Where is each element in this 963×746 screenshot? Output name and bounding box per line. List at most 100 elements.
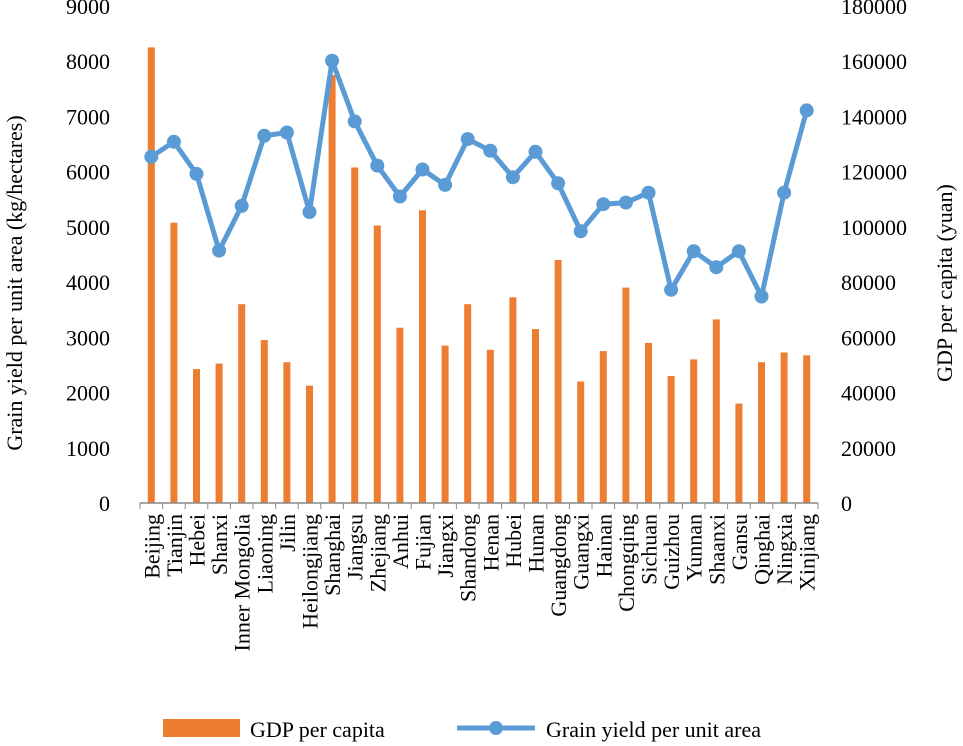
point-grain-yield-12 bbox=[415, 162, 430, 177]
bar-gdp-27 bbox=[758, 362, 765, 503]
bar-gdp-25 bbox=[712, 319, 720, 503]
bar-gdp-14 bbox=[464, 304, 472, 503]
category-label: Shandong bbox=[456, 514, 481, 602]
point-grain-yield-1 bbox=[166, 134, 181, 149]
category-label: Jiangsu bbox=[343, 514, 368, 580]
bar-gdp-29 bbox=[803, 355, 811, 503]
category-label: Inner Mongolia bbox=[230, 514, 255, 652]
bar-gdp-6 bbox=[283, 362, 291, 503]
grain-yield-line bbox=[144, 53, 814, 304]
point-grain-yield-22 bbox=[641, 185, 656, 200]
left-tick-label: 7000 bbox=[66, 104, 110, 129]
gdp-bars bbox=[147, 47, 811, 504]
bar-gdp-2 bbox=[193, 369, 200, 503]
point-grain-yield-21 bbox=[618, 195, 633, 210]
category-label: Guangdong bbox=[546, 514, 571, 617]
category-label: Shaanxi bbox=[704, 514, 729, 585]
category-label: Heilongjiang bbox=[298, 514, 323, 629]
point-grain-yield-2 bbox=[189, 166, 204, 181]
left-tick-label: 9000 bbox=[66, 0, 110, 19]
left-tick-label: 8000 bbox=[66, 49, 110, 74]
right-tick-label: 60000 bbox=[841, 325, 896, 350]
left-tick-label: 6000 bbox=[66, 160, 110, 185]
bar-gdp-7 bbox=[306, 385, 313, 503]
point-grain-yield-6 bbox=[279, 125, 294, 140]
category-label: Beijing bbox=[139, 514, 164, 579]
right-tick-label: 20000 bbox=[841, 436, 896, 461]
point-grain-yield-23 bbox=[664, 282, 679, 297]
category-label: Jilin bbox=[275, 514, 300, 552]
bar-gdp-15 bbox=[486, 349, 494, 503]
category-label: Anhui bbox=[388, 514, 413, 569]
bar-gdp-26 bbox=[735, 403, 743, 503]
point-grain-yield-26 bbox=[731, 244, 746, 259]
category-label: Jiangxi bbox=[433, 514, 458, 578]
right-tick-label: 120000 bbox=[841, 160, 907, 185]
bar-gdp-13 bbox=[441, 345, 449, 503]
bar-gdp-19 bbox=[577, 381, 585, 503]
bar-gdp-17 bbox=[532, 329, 539, 503]
category-label: Ningxia bbox=[772, 514, 797, 585]
right-tick-label: 100000 bbox=[841, 215, 907, 240]
right-tick-label: 140000 bbox=[841, 104, 907, 129]
bar-gdp-22 bbox=[645, 342, 652, 503]
category-label: Sichuan bbox=[637, 514, 662, 585]
point-grain-yield-15 bbox=[483, 143, 498, 158]
point-grain-yield-3 bbox=[212, 243, 227, 258]
category-label: Fujian bbox=[411, 514, 436, 570]
point-grain-yield-7 bbox=[302, 205, 317, 219]
bar-gdp-1 bbox=[170, 222, 178, 503]
point-grain-yield-17 bbox=[528, 144, 543, 159]
point-grain-yield-8 bbox=[325, 53, 340, 68]
bar-gdp-8 bbox=[328, 75, 336, 503]
point-grain-yield-4 bbox=[234, 198, 249, 213]
category-label: Qinghai bbox=[750, 514, 775, 585]
point-grain-yield-5 bbox=[257, 128, 272, 143]
point-grain-yield-28 bbox=[777, 185, 792, 200]
category-label: Tianjin bbox=[162, 514, 187, 577]
category-label: Shanxi bbox=[207, 514, 232, 575]
point-grain-yield-11 bbox=[392, 189, 407, 204]
category-label: Hubei bbox=[501, 514, 526, 568]
category-label: Gansu bbox=[727, 514, 752, 570]
point-grain-yield-27 bbox=[754, 289, 769, 304]
left-tick-label: 5000 bbox=[66, 215, 110, 240]
right-axis-ticks: 0 20000 40000 60000 80000 100000 120000 140000 1… bbox=[841, 0, 907, 516]
point-grain-yield-0 bbox=[144, 149, 159, 164]
category-label: Hunan bbox=[524, 514, 549, 573]
bar-gdp-4 bbox=[238, 304, 246, 503]
category-label: Hainan bbox=[591, 514, 616, 578]
bar-gdp-16 bbox=[509, 297, 517, 503]
point-grain-yield-25 bbox=[709, 260, 724, 275]
legend-swatch-gdp bbox=[163, 719, 240, 737]
category-label: Chongqing bbox=[614, 514, 639, 612]
bar-gdp-10 bbox=[373, 225, 381, 503]
left-axis-ticks: 0 1000 2000 3000 4000 5000 6000 7000 8000 9000 bbox=[66, 0, 110, 516]
point-grain-yield-20 bbox=[596, 197, 611, 212]
right-tick-label: 40000 bbox=[841, 381, 896, 406]
category-label: Xinjiang bbox=[795, 514, 820, 591]
legend-label-gdp: GDP per capita bbox=[250, 717, 385, 742]
category-label: Guangxi bbox=[569, 514, 594, 590]
point-grain-yield-19 bbox=[573, 224, 588, 239]
left-tick-label: 4000 bbox=[66, 270, 110, 295]
point-grain-yield-29 bbox=[799, 103, 814, 118]
bar-gdp-23 bbox=[667, 376, 675, 503]
point-grain-yield-16 bbox=[505, 170, 520, 185]
series-line-grain-yield bbox=[149, 58, 810, 299]
bar-gdp-5 bbox=[260, 340, 268, 503]
category-label: Hebei bbox=[185, 514, 210, 567]
bar-gdp-18 bbox=[554, 260, 562, 503]
right-tick-label: 0 bbox=[841, 491, 852, 516]
category-label: Yunnan bbox=[682, 514, 707, 581]
category-label: Shanghai bbox=[320, 514, 345, 596]
point-grain-yield-18 bbox=[551, 176, 566, 191]
left-tick-label: 1000 bbox=[66, 436, 110, 461]
category-label: Guizhou bbox=[659, 514, 684, 590]
left-tick-label: 2000 bbox=[66, 381, 110, 406]
left-tick-label: 3000 bbox=[66, 325, 110, 350]
left-tick-label: 0 bbox=[99, 491, 110, 516]
point-grain-yield-10 bbox=[370, 158, 385, 173]
